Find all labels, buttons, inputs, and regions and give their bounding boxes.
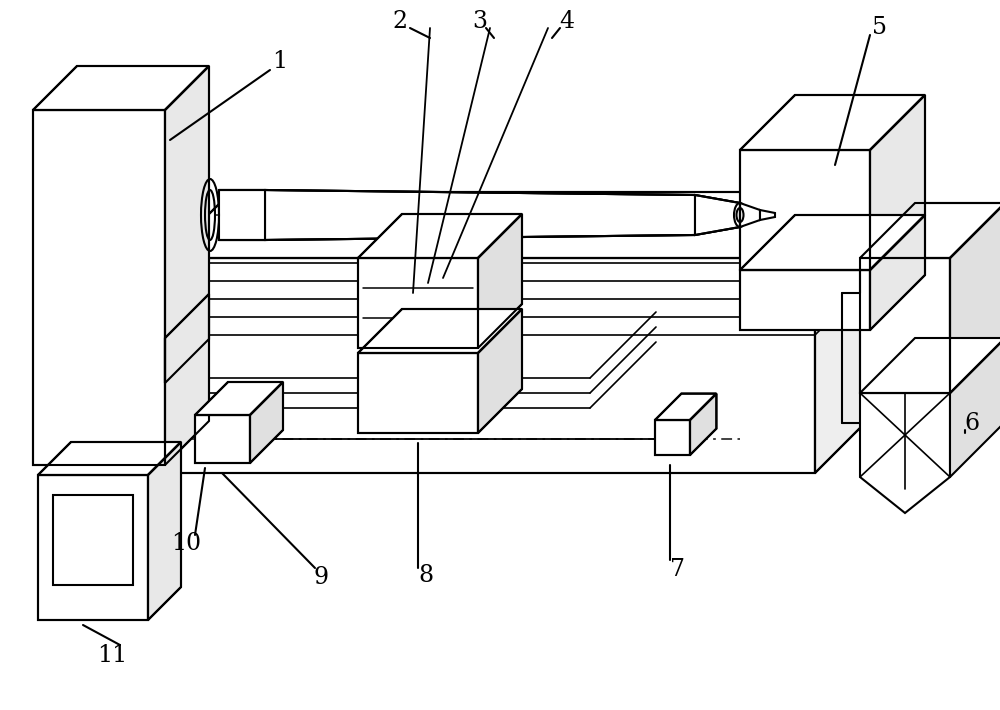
Bar xyxy=(33,110,165,465)
Polygon shape xyxy=(690,393,716,455)
Polygon shape xyxy=(860,338,1000,393)
Text: 4: 4 xyxy=(559,11,575,33)
Bar xyxy=(860,258,950,393)
Bar xyxy=(38,475,148,620)
Text: 10: 10 xyxy=(171,532,201,555)
Polygon shape xyxy=(165,294,209,383)
Polygon shape xyxy=(38,442,181,475)
Bar xyxy=(33,110,165,465)
Polygon shape xyxy=(860,393,950,513)
Polygon shape xyxy=(165,66,209,465)
Polygon shape xyxy=(478,214,522,348)
Polygon shape xyxy=(760,210,775,220)
Bar xyxy=(195,415,250,463)
Bar xyxy=(860,258,950,393)
Bar xyxy=(165,258,815,473)
Polygon shape xyxy=(740,95,925,150)
Polygon shape xyxy=(265,190,695,240)
Polygon shape xyxy=(870,215,925,330)
Bar xyxy=(358,353,478,433)
Polygon shape xyxy=(740,203,760,227)
Polygon shape xyxy=(358,309,522,353)
Bar xyxy=(740,270,870,330)
Bar xyxy=(165,258,815,473)
Polygon shape xyxy=(950,203,1000,393)
Bar xyxy=(38,475,148,620)
Bar xyxy=(358,353,478,433)
Bar xyxy=(740,270,870,330)
Polygon shape xyxy=(358,214,522,258)
Bar xyxy=(358,258,478,348)
Text: 3: 3 xyxy=(473,11,488,33)
Polygon shape xyxy=(870,95,925,270)
Polygon shape xyxy=(195,382,283,415)
Bar xyxy=(358,258,478,348)
Polygon shape xyxy=(33,66,209,110)
Text: 1: 1 xyxy=(272,50,288,74)
Polygon shape xyxy=(165,294,209,338)
Text: 7: 7 xyxy=(670,559,686,581)
Polygon shape xyxy=(478,309,522,433)
Polygon shape xyxy=(250,382,283,463)
Polygon shape xyxy=(219,190,265,240)
Text: 2: 2 xyxy=(392,11,408,33)
Bar xyxy=(655,420,690,455)
Text: 9: 9 xyxy=(313,565,329,589)
Polygon shape xyxy=(740,215,925,270)
Polygon shape xyxy=(815,192,881,473)
Polygon shape xyxy=(655,393,716,420)
Text: 6: 6 xyxy=(964,413,980,435)
Bar xyxy=(740,150,870,270)
Text: 8: 8 xyxy=(418,564,434,587)
Bar xyxy=(195,415,250,463)
Polygon shape xyxy=(860,203,1000,258)
Polygon shape xyxy=(148,442,181,620)
Text: 5: 5 xyxy=(872,16,888,40)
Polygon shape xyxy=(695,195,740,235)
Polygon shape xyxy=(165,192,881,258)
Polygon shape xyxy=(950,338,1000,477)
Bar xyxy=(655,420,690,455)
Bar xyxy=(740,150,870,270)
Text: 11: 11 xyxy=(97,643,127,667)
Bar xyxy=(53,495,133,585)
